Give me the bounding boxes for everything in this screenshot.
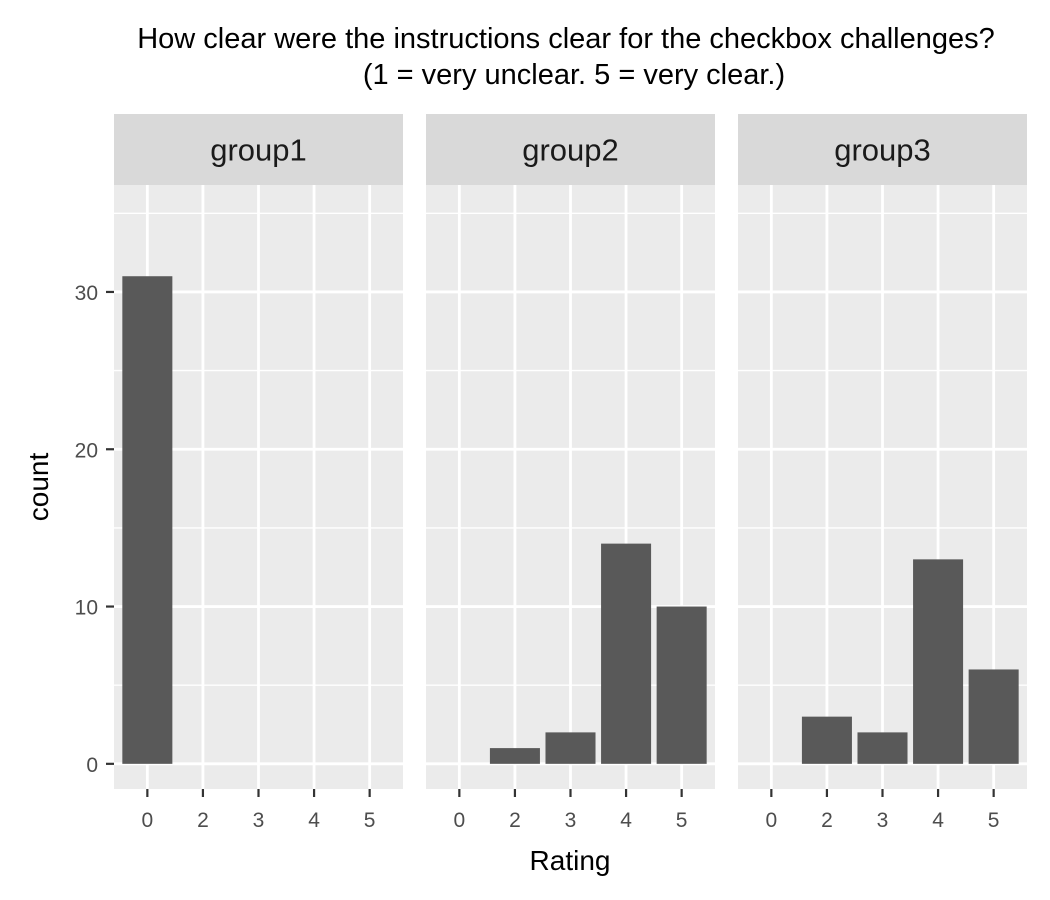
y-tick-label: 0 <box>86 754 98 777</box>
y-axis: 0 10 20 30 <box>75 282 114 777</box>
y-axis-title: count <box>23 453 54 522</box>
facet-strip <box>114 114 403 185</box>
x-tick-label: 3 <box>253 809 265 832</box>
x-tick-label: 4 <box>932 809 944 832</box>
facet-strip-label: group1 <box>210 133 307 168</box>
x-tick-label: 2 <box>509 809 521 832</box>
facet-strip <box>738 114 1027 185</box>
x-tick-label: 5 <box>988 809 1000 832</box>
x-tick-label: 4 <box>308 809 320 832</box>
x-tick-label: 2 <box>197 809 209 832</box>
x-tick-label: 0 <box>142 809 154 832</box>
y-tick-label: 20 <box>75 439 98 462</box>
x-tick-label: 5 <box>676 809 688 832</box>
x-tick-label: 3 <box>877 809 889 832</box>
facet-panels: group1 0 2 3 4 5 group2 0 2 3 4 5 group3 0 2 3 4 5 <box>114 114 1027 832</box>
facet-group1: group1 0 2 3 4 5 <box>114 114 403 832</box>
x-tick-label: 2 <box>821 809 833 832</box>
bar <box>601 543 652 764</box>
facet-strip <box>426 114 715 185</box>
bar <box>545 732 596 764</box>
facet-group2: group2 0 2 3 4 5 <box>426 114 715 832</box>
bar <box>656 606 707 764</box>
bar <box>122 276 173 764</box>
bar <box>489 748 540 764</box>
x-tick-label: 4 <box>620 809 632 832</box>
chart-title-line2: (1 = very unclear. 5 = very clear.) <box>363 59 785 91</box>
y-tick-label: 10 <box>75 597 98 620</box>
x-tick-label: 3 <box>565 809 577 832</box>
x-tick-label: 0 <box>454 809 466 832</box>
x-tick-label: 0 <box>766 809 778 832</box>
x-axis-title: Rating <box>530 845 611 876</box>
bar <box>801 716 852 764</box>
chart-title-line1: How clear were the instructions clear fo… <box>137 23 995 55</box>
bar <box>857 732 908 764</box>
y-tick-label: 30 <box>75 282 98 305</box>
facet-strip-label: group3 <box>834 133 931 168</box>
x-tick-label: 5 <box>364 809 376 832</box>
facet-strip-label: group2 <box>522 133 619 168</box>
facet-group3: group3 0 2 3 4 5 <box>738 114 1027 832</box>
bar <box>913 559 964 764</box>
bar <box>968 669 1019 764</box>
